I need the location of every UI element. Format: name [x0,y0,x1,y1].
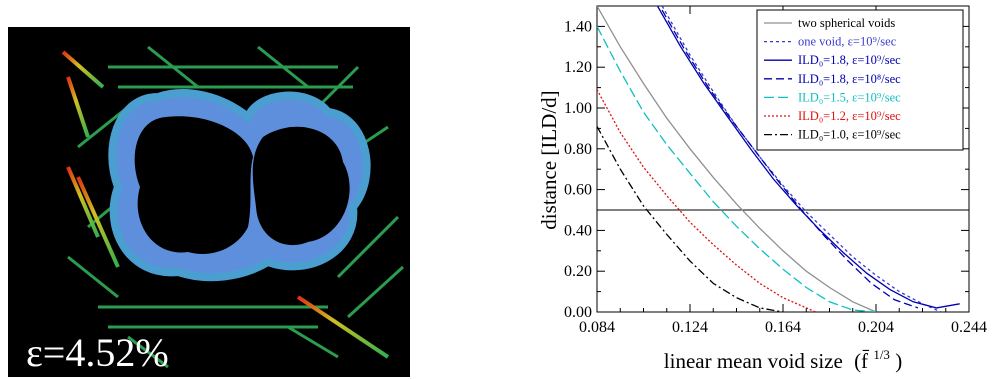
x-tick-label: 0.164 [765,319,801,336]
legend-label: ILD₀=1.5, ε=10⁹/sec [798,90,901,104]
legend: two spherical voids one void, ε=10⁹/sec IL… [764,16,901,142]
series-line-3 [661,9,919,309]
y-tick-label: 1.40 [564,18,592,35]
x-tick-label: 0.124 [672,319,708,336]
y-tick-label: 1.20 [564,59,592,76]
series-line-0 [597,6,877,312]
legend-label: ILD₀=1.8, ε=10⁹/sec [798,53,901,67]
series-line-1 [661,6,942,312]
dislocation-streaks [67,45,405,369]
high-strain-streaks [61,50,390,359]
x-tick-label: 0.244 [951,319,987,336]
strain-label: ε=4.52% [26,330,169,375]
y-tick-label: 0.80 [564,141,592,158]
legend-label: ILD₀=1.2, ε=10⁹/sec [798,109,901,123]
x-tick-label: 0.084 [579,319,615,336]
x-axis-label-paren: (f̄ [854,349,870,373]
legend-label: one void, ε=10⁹/sec [798,35,897,49]
y-tick-label: 1.00 [564,100,592,117]
series-line-6 [597,126,784,312]
series-line-5 [597,89,816,312]
void-left [134,116,253,255]
y-tick-labels: 0.00 0.20 0.40 0.60 0.80 1.00 1.20 1.40 [564,18,592,321]
x-axis-label-main: linear mean void size [664,349,843,373]
x-tick-label: 0.204 [858,319,894,336]
series-lines [597,6,960,312]
legend-label: two spherical voids [798,16,895,30]
series-line-4 [597,26,877,312]
legend-label: ILD₀=1.8, ε=10⁸/sec [798,72,901,86]
y-tick-label: 0.60 [564,182,592,199]
y-tick-label: 0.00 [564,304,592,321]
x-axis-label: linear mean void size (f̄ 1/3 ) [664,340,902,373]
y-axis-label: distance [ILD/d] [537,90,561,229]
void-right [252,126,350,246]
x-axis-label-close: ) [895,349,902,373]
x-axis-label-sup: 1/3 [873,347,890,362]
y-tick-label: 0.40 [564,222,592,239]
legend-box [756,9,964,151]
y-tick-label: 0.20 [564,263,592,280]
simulation-graphic [61,45,405,369]
simulation-image: ε=4.52% [8,27,410,377]
legend-label: ILD₀=1.0, ε=10⁹/sec [798,128,901,142]
x-tick-labels: 0.084 0.124 0.164 0.204 0.244 [579,319,987,336]
